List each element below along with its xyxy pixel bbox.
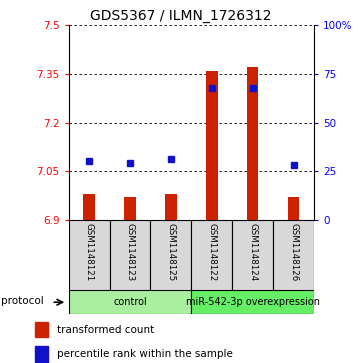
Bar [191, 220, 232, 290]
Text: GSM1148124: GSM1148124 [248, 223, 257, 281]
Text: protocol: protocol [1, 296, 44, 306]
Bar [273, 220, 314, 290]
Text: GDS5367 / ILMN_1726312: GDS5367 / ILMN_1726312 [90, 9, 271, 23]
Bar [191, 290, 314, 314]
Bar [165, 194, 177, 220]
Bar [124, 197, 136, 220]
Bar [288, 197, 299, 220]
Bar [151, 220, 191, 290]
Text: miR-542-3p overexpression: miR-542-3p overexpression [186, 297, 320, 307]
Bar [69, 290, 191, 314]
Text: GSM1148123: GSM1148123 [126, 223, 134, 281]
Text: transformed count: transformed count [57, 325, 155, 335]
Bar [35, 322, 48, 337]
Bar [232, 220, 273, 290]
Bar [206, 71, 218, 220]
Text: GSM1148126: GSM1148126 [289, 223, 298, 281]
Bar [247, 68, 258, 220]
Bar [69, 220, 109, 290]
Bar [35, 346, 48, 362]
Text: percentile rank within the sample: percentile rank within the sample [57, 349, 233, 359]
Bar [83, 194, 95, 220]
Text: GSM1148125: GSM1148125 [166, 223, 175, 281]
Text: control: control [113, 297, 147, 307]
Bar [109, 220, 151, 290]
Text: GSM1148122: GSM1148122 [207, 223, 216, 281]
Text: GSM1148121: GSM1148121 [84, 223, 93, 281]
